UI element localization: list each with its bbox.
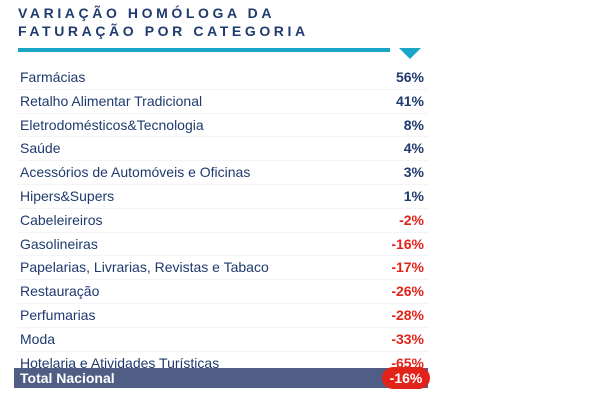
category-label: Moda (20, 330, 56, 347)
total-label: Total Nacional (20, 370, 115, 386)
table-row: Farmácias 56% (18, 66, 428, 90)
table-row: Moda -33% (18, 328, 428, 352)
category-value: 3% (403, 164, 424, 181)
table-row: Papelarias, Livrarias, Revistas e Tabaco… (18, 256, 428, 281)
category-value: 1% (403, 187, 424, 204)
category-value: -33% (391, 330, 424, 347)
title-line-1: VARIAÇÃO HOMÓLOGA DA (18, 5, 276, 21)
category-value: -65% (391, 354, 424, 371)
total-row: Total Nacional -16% (14, 367, 430, 389)
category-value: -17% (391, 259, 424, 276)
category-value: 56% (395, 69, 424, 85)
total-value-badge: -16% (382, 367, 430, 389)
table-row: Acessórios de Automóveis e Oficinas 3% (18, 161, 428, 185)
category-label: Papelarias, Livrarias, Revistas e Tabaco (20, 259, 269, 276)
triangle-down-icon (399, 48, 421, 59)
table-row: Hipers&Supers 1% (18, 185, 428, 209)
table-row: Cabeleireiros -2% (18, 209, 428, 233)
category-value: 41% (395, 92, 424, 109)
category-label: Restauração (20, 283, 100, 300)
table-row: Gasolineiras -16% (18, 233, 428, 257)
category-value: -16% (391, 235, 424, 252)
category-label: Hotelaria e Atividades Turísticas (20, 354, 220, 371)
category-value: -26% (391, 283, 424, 300)
chart-title: VARIAÇÃO HOMÓLOGA DA FATURAÇÃO POR CATEG… (18, 4, 438, 40)
category-label: Retalho Alimentar Tradicional (20, 92, 203, 109)
category-label: Farmácias (20, 69, 86, 85)
table-row: Restauração -26% (18, 280, 428, 304)
category-value: 8% (403, 116, 424, 133)
category-label: Acessórios de Automóveis e Oficinas (20, 164, 251, 181)
title-line-2: FATURAÇÃO POR CATEGORIA (18, 23, 309, 39)
category-label: Eletrodomésticos&Tecnologia (20, 116, 204, 133)
category-label: Perfumarias (20, 306, 96, 323)
table-row: Retalho Alimentar Tradicional 41% (18, 90, 428, 114)
table-row: Perfumarias -28% (18, 304, 428, 328)
category-value: -2% (399, 211, 424, 228)
table-row: Saúde 4% (18, 137, 428, 162)
category-label: Cabeleireiros (20, 211, 103, 228)
title-underline (18, 48, 390, 52)
category-label: Saúde (20, 140, 61, 157)
category-table: Farmácias 56% Retalho Alimentar Tradiciona… (18, 66, 428, 376)
category-value: 4% (403, 140, 424, 157)
category-value: -28% (391, 306, 424, 323)
table-row: Eletrodomésticos&Tecnologia 8% (18, 114, 428, 138)
category-label: Hipers&Supers (20, 187, 115, 204)
category-label: Gasolineiras (20, 235, 98, 252)
